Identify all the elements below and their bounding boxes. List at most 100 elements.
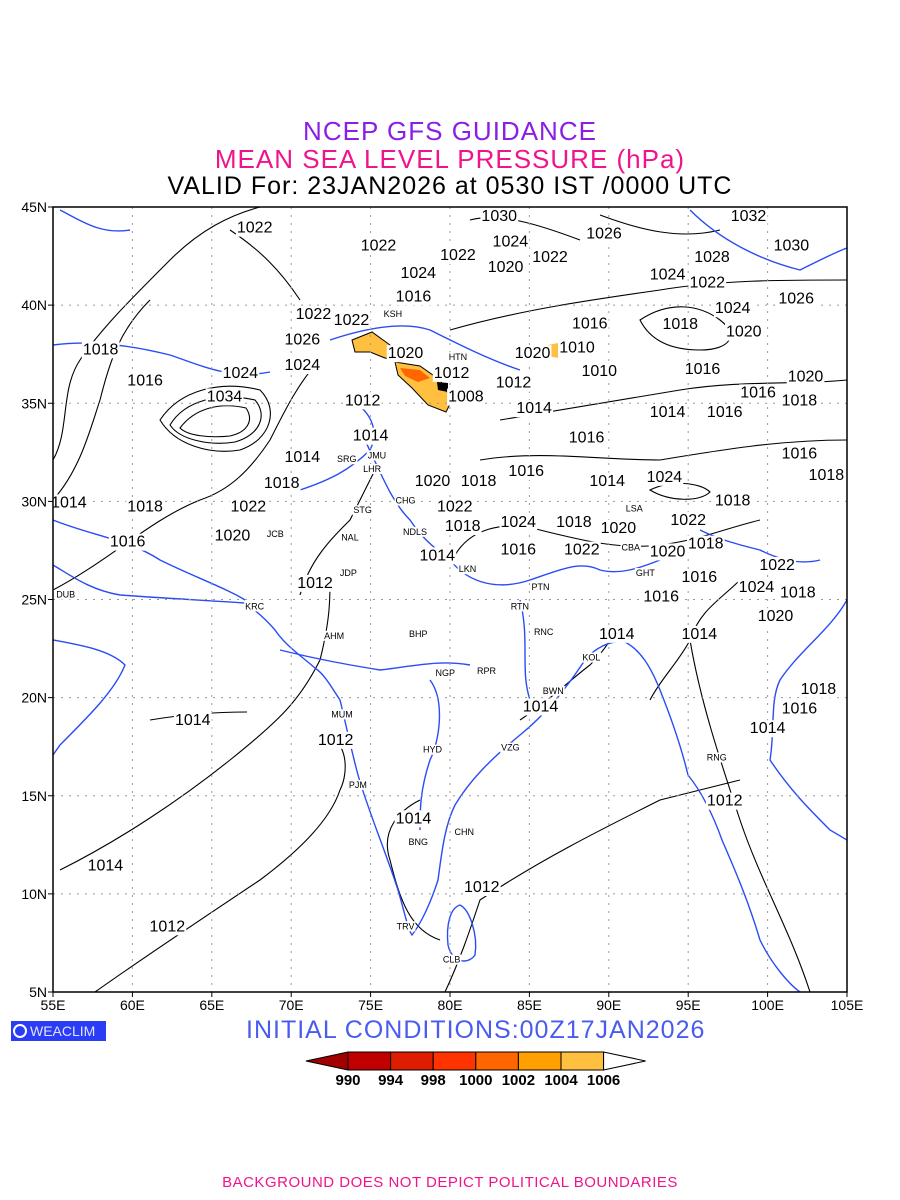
contour-label-group: 1014 [283,449,322,467]
contour-label-group: 1014 [173,712,212,730]
city-group: NGP [434,668,456,679]
contour-label-bg [108,533,147,551]
city-label-bg [457,564,478,575]
colorbar-high-arrow [603,1051,646,1071]
contour-label-group: 1020 [413,472,452,490]
colorbar-swatch [347,1051,392,1071]
city-label-bg [347,779,368,790]
city-bng: BNG [408,837,428,847]
contour-label-bg [580,362,619,380]
contour-label-bg [221,364,260,382]
city-group: CLB [441,954,462,965]
city-group: MUM [330,709,354,720]
contour-label-bg [645,468,684,486]
contour-label-bg [599,519,638,537]
lat-label: 30N [21,493,47,509]
contour-label: 1018 [809,467,845,484]
city-group: HYD [422,744,444,755]
contour-label: 1014 [599,626,635,643]
contour-label-group: 1018 [555,514,593,531]
contour-label-group: 1030 [772,237,811,255]
contour-label-group: 1016 [680,568,719,586]
contour-label-group: 1014 [86,857,125,875]
contour-label-group: 1018 [262,474,301,492]
contour-label: 1016 [396,288,432,305]
city-htn: HTN [449,352,468,362]
city-group: DUB [55,589,77,600]
contour-label: 1012 [150,918,186,935]
contour-label-bg [316,731,355,749]
city-group: RNC [532,626,555,637]
contour-label-group: 1020 [724,323,763,341]
contour-label-group: 1020 [486,258,525,276]
city-dub: DUB [56,590,75,600]
contour-label-bg [713,492,752,510]
lon-label: 105E [831,997,864,1013]
city-ksh: KSH [384,309,403,319]
contour-label: 1012 [297,575,333,592]
contour-label-bg [713,300,752,318]
title-model: NCEP GFS GUIDANCE [303,116,597,146]
colorbar-label: 990 [335,1072,360,1089]
contour-label-group: 1020 [386,345,425,363]
copyright-icon [13,1024,27,1038]
city-label-bg [265,528,285,539]
contour-label: 1018 [688,536,724,553]
contour-label: 1016 [707,404,743,421]
contour-label-bg [491,233,530,251]
contour-label-group: 1018 [459,472,498,490]
city-group: AHM [323,630,346,641]
lon-label: 85E [517,997,542,1013]
contour-label-group: 1024 [648,266,687,284]
contour-label: 1030 [774,237,810,254]
contour-label: 1016 [685,361,721,378]
contour-label-bg [758,557,797,575]
city-group: BHP [407,628,429,639]
city-group: KOL [581,652,602,663]
contour-label: 1034 [207,388,243,405]
contour-label-bg [772,237,811,255]
axis-labels: 55E 60E 65E 70E 75E 80E 85E 90E 95E 100E 105E 5N 10N… [21,199,863,1013]
contour-label-group: 1016 [394,288,433,306]
lat-label: 45N [21,199,47,215]
contour-label-bg [555,514,593,531]
city-bhp: BHP [409,629,428,639]
contour-label-bg [386,345,425,363]
city-trv: TRV [397,921,415,931]
city-label-bg [382,308,404,319]
contour-label-bg [53,494,88,512]
lon-label: 100E [751,997,784,1013]
city-group: CHN [453,827,476,838]
contour-label: 1020 [515,345,551,362]
contour-label-group: 1016 [126,372,165,390]
contour-label-bg [807,466,846,484]
city-group: BNG [407,836,429,847]
contour-label-group: 1022 [439,247,477,265]
contour-label: 1014 [175,712,211,729]
contour-label-group: 1022 [669,512,708,530]
contour-label-bg [686,535,725,553]
contour-label-group: 1018 [807,466,846,484]
contour-label-bg [229,498,268,516]
city-group: JCB [265,528,285,539]
contour-label: 1022 [532,249,568,266]
city-group: RTN [509,601,531,612]
lat-label: 5N [29,984,47,1000]
contour-label-group: 1024 [645,468,684,486]
city-label-bg [55,589,77,600]
contour-label-group: 1016 [567,429,606,447]
contour-label-bg [724,323,763,341]
contour-label-group: 1018 [686,535,725,553]
contour-label-bg [779,584,817,602]
city-stg: STG [353,505,372,515]
contour-label-bg [648,404,687,422]
contour-label-bg [567,429,606,447]
contour-label: 1018 [264,475,300,492]
city-group: LSA [624,503,644,514]
contour-label-group: 1024 [221,364,260,382]
contour-label: 1016 [740,384,776,401]
city-label-bg [434,668,456,679]
contour-label-group: 1014 [588,472,627,490]
logo-text: WEACLIM [30,1023,96,1039]
